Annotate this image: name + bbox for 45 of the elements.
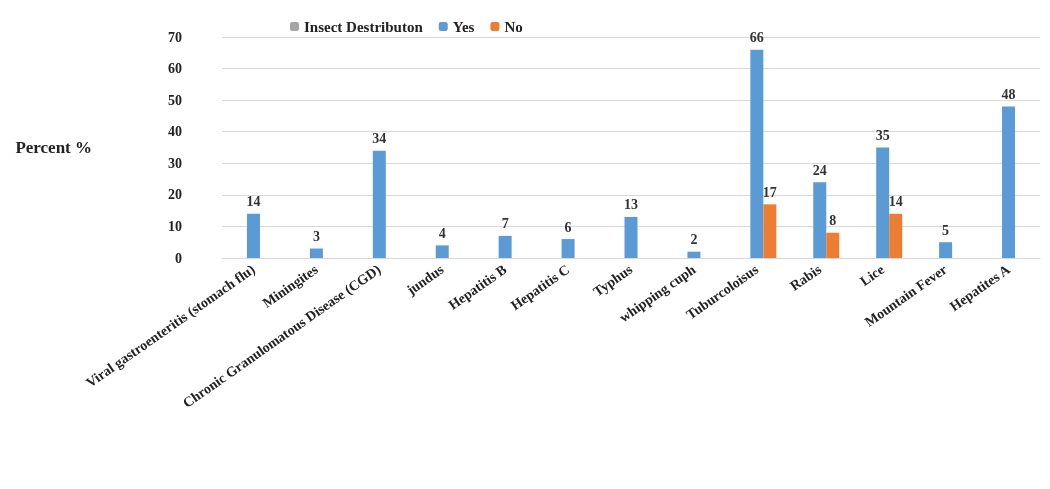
bar [876, 147, 890, 258]
data-label: 17 [762, 184, 777, 200]
y-axis-title: Percent % [15, 138, 92, 157]
data-label: 4 [438, 225, 446, 241]
data-label: 34 [372, 131, 387, 147]
bar [750, 49, 764, 258]
bar [889, 213, 903, 258]
bar [561, 239, 575, 258]
data-label: 24 [812, 162, 827, 178]
bar [309, 248, 323, 258]
bar [687, 251, 701, 258]
data-label: 3 [312, 229, 320, 245]
bar [1002, 106, 1016, 258]
bar [624, 216, 638, 258]
data-label: 8 [829, 213, 837, 229]
y-tick-label: 60 [168, 61, 182, 77]
y-tick-label: 50 [168, 92, 182, 108]
data-label: 35 [875, 128, 890, 143]
y-tick-label: 40 [168, 124, 182, 140]
legend-label: Yes [452, 18, 475, 35]
legend-label: No [504, 18, 523, 35]
y-tick-label: 10 [168, 218, 182, 234]
data-label: 14 [888, 194, 903, 210]
bar [763, 204, 777, 258]
data-label: 2 [690, 232, 698, 248]
data-label: 5 [942, 222, 950, 238]
x-tick-label: Lice [857, 261, 887, 289]
legend-label: Insect Destributon [304, 18, 424, 35]
data-label: 6 [564, 219, 572, 235]
bar [813, 182, 827, 258]
bar [826, 232, 840, 258]
y-tick-label: 0 [175, 250, 182, 266]
bar [372, 150, 386, 258]
data-label: 14 [246, 194, 261, 210]
data-label: 48 [1001, 86, 1016, 102]
y-tick-label: 30 [168, 155, 182, 171]
data-label: 66 [749, 30, 764, 46]
bar [939, 242, 953, 258]
y-tick-label: 70 [168, 29, 182, 45]
data-label: 7 [501, 216, 509, 232]
y-tick-label: 20 [168, 187, 182, 203]
bar [498, 235, 512, 258]
data-label: 13 [624, 197, 638, 213]
bar [435, 245, 449, 258]
bar [246, 213, 260, 258]
